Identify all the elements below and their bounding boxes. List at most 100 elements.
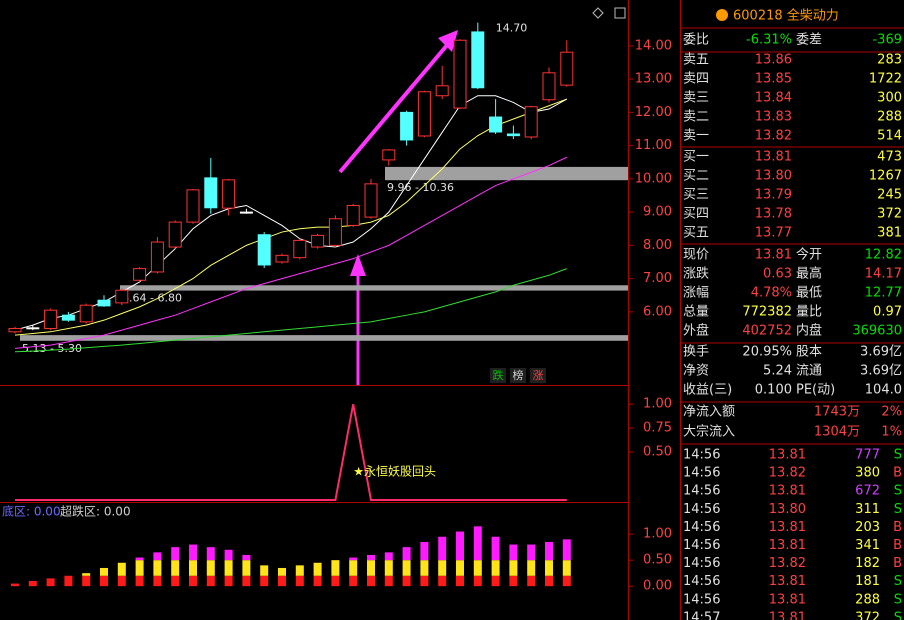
bar-segment (384, 552, 393, 561)
quote-text: 772382 (742, 305, 792, 320)
bar-segment (100, 575, 108, 587)
bar-segment (242, 554, 251, 561)
quote-text: 514 (877, 129, 902, 144)
bar-segment (420, 575, 429, 587)
y-tick-label: 0.50 (643, 445, 672, 460)
quote-text: 13.81 (769, 610, 806, 620)
quote-text: 1304万 (814, 425, 860, 440)
y-tick-label: 0.00 (643, 579, 672, 594)
quote-text: 13.81 (769, 538, 806, 553)
quote-text: 1% (881, 425, 902, 440)
quote-text: B (893, 466, 902, 481)
candle-body (8, 327, 22, 333)
tag-box (530, 368, 546, 383)
bar-segment (438, 575, 447, 587)
bar-segment (545, 560, 553, 576)
bar-segment (278, 575, 286, 587)
bar-segment (331, 560, 340, 576)
y-tick-label: 12.00 (635, 105, 672, 120)
quote-text: 13.81 (769, 574, 806, 589)
window-icon[interactable] (614, 7, 626, 19)
bar-segment (260, 575, 269, 587)
quote-text: 288 (855, 592, 880, 607)
quote-text: 卖二 (683, 110, 709, 125)
quote-text: 14.17 (865, 267, 902, 282)
diamond-icon[interactable] (592, 7, 604, 19)
quote-text: 1722 (869, 72, 902, 87)
quote-text: 大宗流入 (683, 424, 735, 440)
y-tick-label: 9.00 (643, 205, 672, 220)
quote-text: 300 (877, 91, 902, 106)
quote-text: 13.81 (769, 520, 806, 535)
bar-segment (509, 575, 518, 587)
bar-segment (367, 554, 375, 561)
quote-text: 净资 (683, 364, 709, 379)
bar-segment (456, 531, 464, 561)
quote-text: 卖五 (683, 53, 709, 68)
quote-text: 341 (855, 538, 880, 553)
quote-text: 13.81 (755, 150, 792, 165)
bar-segment (456, 560, 464, 576)
candle-body (79, 304, 93, 323)
bar-segment (491, 536, 500, 561)
candle-body (257, 234, 271, 266)
bar-segment (206, 575, 215, 587)
quote-text: 402752 (742, 324, 792, 339)
quote-text: 14:56 (683, 520, 720, 535)
quote-text: 182 (855, 556, 880, 571)
quote-text: 卖一 (683, 129, 709, 144)
quote-text: 委差 (796, 33, 822, 48)
quote-text: 311 (855, 502, 880, 517)
quote-text: 473 (877, 150, 902, 165)
quote-text: 14:56 (683, 484, 720, 499)
price-zone (120, 285, 628, 291)
price-zone (20, 335, 628, 341)
y-tick-label: 1.00 (643, 397, 672, 412)
signal-line (15, 403, 567, 501)
quote-text: 14:57 (683, 610, 720, 620)
bar-segment (153, 552, 162, 561)
quote-text: 流通 (796, 364, 822, 379)
quote-text: -369 (872, 33, 902, 48)
quote-text: 13.77 (755, 226, 792, 241)
bar-segment (384, 575, 393, 587)
quote-text: 买五 (683, 226, 709, 241)
quote-text: 买二 (683, 169, 709, 184)
candle-body (204, 177, 218, 209)
bar-segment (135, 557, 144, 561)
legend-text: 底区: 0.00 (2, 504, 61, 519)
bar-segment (509, 560, 518, 576)
quote-text: 13.81 (769, 448, 806, 463)
bar-segment (545, 575, 553, 587)
candle-body (400, 111, 414, 141)
quote-text: 0.97 (873, 305, 902, 320)
bar-segment (491, 575, 500, 587)
quote-text: 卖三 (683, 91, 709, 106)
bar-segment (313, 562, 322, 576)
quote-text: 381 (877, 226, 902, 241)
quote-text: 3.69亿 (860, 345, 902, 360)
bar-segment (224, 560, 233, 576)
quote-text: 14:56 (683, 592, 720, 607)
candle-body (133, 268, 147, 281)
quote-text: B (893, 556, 902, 571)
quote-text: 涨跌 (683, 266, 709, 282)
bar-segment (527, 544, 536, 561)
y-tick-label: 1.00 (643, 527, 672, 542)
quote-text: 13.80 (769, 502, 806, 517)
candle-body (435, 85, 449, 97)
moving-average (14, 156, 568, 349)
bar-segment (545, 541, 553, 561)
bar-segment (153, 575, 162, 587)
candle-body (346, 204, 360, 226)
bar-segment (402, 575, 411, 587)
bar-segment (117, 562, 126, 576)
quote-text: 外盘 (683, 323, 709, 339)
high-label: 14.70 (496, 22, 528, 35)
quote-text: 13.82 (755, 129, 792, 144)
bar-segment (438, 560, 447, 576)
quote-text: 283 (877, 53, 902, 68)
quote-text: S (894, 484, 902, 499)
bar-segment (242, 560, 251, 576)
quote-text: 14:56 (683, 502, 720, 517)
